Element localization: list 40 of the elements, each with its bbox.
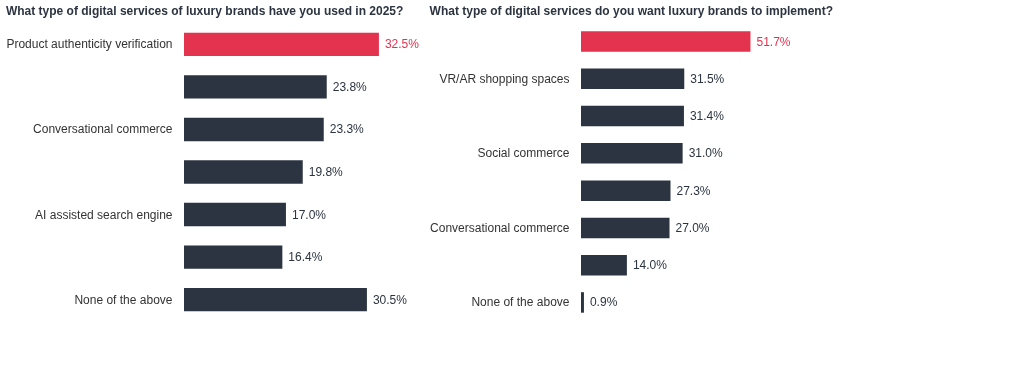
data-label: 27.0% bbox=[675, 220, 710, 235]
y-tick-label: Conversational commerce bbox=[33, 122, 173, 137]
data-label: 30.5% bbox=[372, 292, 408, 307]
bar bbox=[184, 245, 283, 269]
data-label: 31.0% bbox=[688, 146, 723, 161]
y-tick-label: VR/AR shopping spaces bbox=[439, 71, 570, 86]
chart-title: What type of digital services of luxury brands have you used in 2025? bbox=[5, 4, 404, 18]
bar bbox=[184, 117, 324, 142]
data-label: 17.0% bbox=[291, 207, 327, 222]
bar bbox=[581, 31, 751, 52]
data-label: 0.9% bbox=[589, 295, 618, 310]
bar bbox=[184, 202, 286, 227]
data-label: 16.4% bbox=[288, 250, 323, 265]
bar bbox=[184, 287, 367, 312]
bar bbox=[581, 292, 584, 313]
bar bbox=[581, 143, 683, 164]
y-tick-label: None of the above bbox=[471, 295, 570, 310]
bar bbox=[184, 160, 303, 184]
y-tick-label: Conversational commerce bbox=[430, 220, 570, 235]
bar bbox=[581, 68, 685, 90]
bar bbox=[581, 254, 627, 276]
bar bbox=[581, 180, 671, 201]
y-tick-label: None of the above bbox=[74, 292, 173, 307]
data-label: 31.4% bbox=[689, 109, 725, 124]
data-label: 23.8% bbox=[332, 79, 368, 94]
data-label: 27.3% bbox=[676, 183, 711, 198]
y-tick-label: Product authenticity verification bbox=[6, 37, 173, 52]
data-label: 23.3% bbox=[329, 122, 365, 137]
chart-title: What type of digital services do you want luxury brands to implement? bbox=[429, 4, 834, 18]
bar bbox=[581, 217, 670, 239]
bar bbox=[184, 75, 327, 99]
data-label: 31.5% bbox=[690, 71, 725, 86]
data-label: 51.7% bbox=[756, 34, 791, 49]
bar bbox=[184, 32, 379, 57]
data-label: 19.8% bbox=[308, 165, 344, 179]
y-tick-label: AI assisted search engine bbox=[35, 207, 173, 222]
bar bbox=[581, 105, 684, 127]
y-tick-label: Social commerce bbox=[477, 146, 570, 161]
data-label: 14.0% bbox=[632, 258, 668, 273]
data-label: 32.5% bbox=[384, 37, 420, 52]
